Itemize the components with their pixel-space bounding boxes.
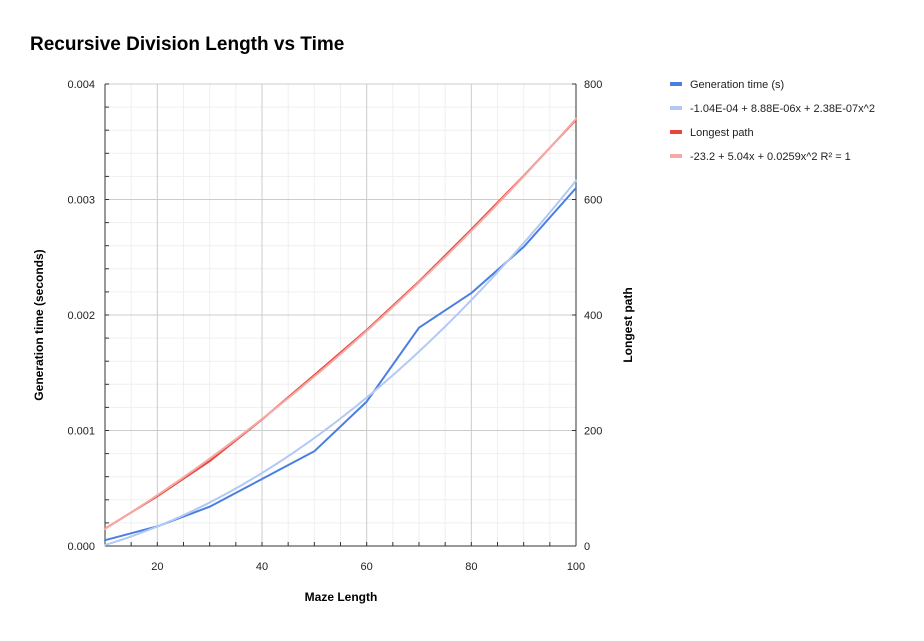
x-tick-label: 40 <box>256 561 268 573</box>
y-left-tick-label: 0.001 <box>67 426 95 438</box>
series-line-1 <box>104 179 577 546</box>
legend-label[interactable]: -23.2 + 5.04x + 0.0259x^2 R² = 1 <box>690 151 851 163</box>
x-tick-label: 80 <box>465 561 477 573</box>
series-line-0 <box>104 187 577 542</box>
series-line-3 <box>104 117 577 530</box>
y-right-tick-label: 600 <box>584 195 602 207</box>
x-tick-label: 60 <box>361 561 373 573</box>
y-right-tick-label: 400 <box>584 310 602 322</box>
axes: 0.000 0.001 0.002 0.003 0.004 0 200 400 600 800 20… <box>67 79 602 573</box>
series-lines <box>104 117 577 546</box>
y-right-tick-label: 0 <box>584 541 590 553</box>
legend-label[interactable]: Longest path <box>690 127 754 139</box>
x-tick-label: 20 <box>151 561 163 573</box>
y-left-tick-label: 0.002 <box>67 310 95 322</box>
grid <box>105 83 577 546</box>
y-axis-left-title: Generation time (seconds) <box>32 249 46 400</box>
chart-title: Recursive Division Length vs Time <box>30 34 344 55</box>
y-right-tick-label: 200 <box>584 426 602 438</box>
y-right-tick-label: 800 <box>584 79 602 91</box>
axis-labels: Maze Length Generation time (seconds) Lo… <box>32 249 635 604</box>
legend-label[interactable]: Generation time (s) <box>690 79 784 91</box>
x-axis-title: Maze Length <box>305 590 378 604</box>
legend-label[interactable]: -1.04E-04 + 8.88E-06x + 2.38E-07x^2 <box>690 103 875 115</box>
legend[interactable]: Generation time (s) -1.04E-04 + 8.88E-06x… <box>670 79 875 163</box>
y-axis-right-title: Longest path <box>621 287 635 362</box>
y-left-tick-label: 0.000 <box>67 541 95 553</box>
y-left-tick-label: 0.004 <box>67 79 95 91</box>
y-left-tick-label: 0.003 <box>67 195 95 207</box>
x-tick-label: 100 <box>567 561 585 573</box>
